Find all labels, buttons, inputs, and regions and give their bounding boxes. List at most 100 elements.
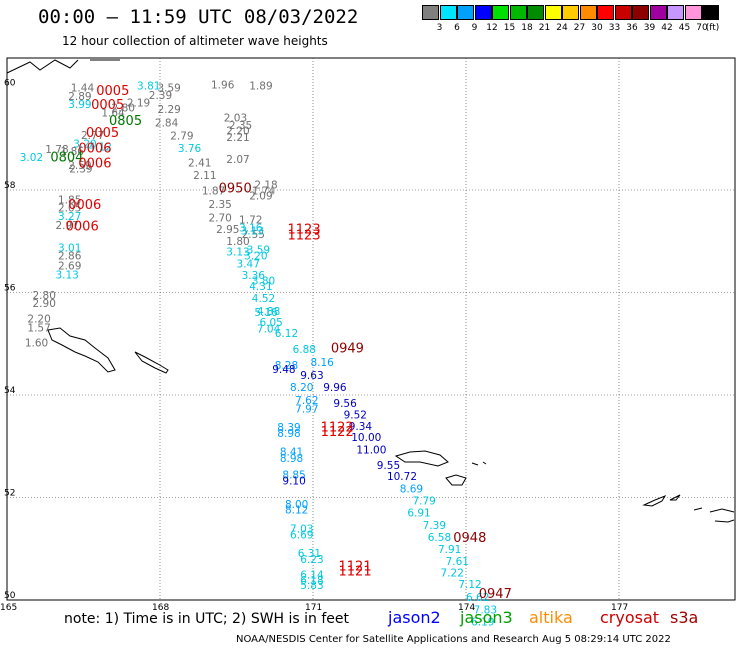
x-tick-label: 174 xyxy=(458,603,475,613)
pass-time-labels: 0005000508050005000608040006095000060006… xyxy=(50,84,511,602)
wave-height-point: 8.00 xyxy=(285,499,308,511)
legend-swatch xyxy=(439,5,457,20)
grid-lines xyxy=(7,58,735,600)
pass-time-label: 1121 xyxy=(339,564,372,579)
semichi-islands xyxy=(471,461,487,466)
wave-height-point: 6.12 xyxy=(275,328,298,340)
pass-time-label: 0006 xyxy=(78,142,111,157)
x-tick-label: 165 xyxy=(0,603,17,613)
legend-unit: (ft) xyxy=(705,23,720,33)
legend-label: 30 xyxy=(591,23,603,33)
wave-height-point: 2.35 xyxy=(229,120,252,132)
legend-label: 70 xyxy=(696,23,708,33)
wave-height-point: 11.00 xyxy=(356,444,386,456)
legend-label: 18 xyxy=(521,23,533,33)
legend-label: 15 xyxy=(503,23,516,33)
legend-swatch xyxy=(509,5,527,20)
wave-height-point: 8.85 xyxy=(282,470,305,482)
wave-height-point: 2.11 xyxy=(193,170,216,182)
wave-height-point: 8.16 xyxy=(310,357,334,369)
wave-height-point: 10.00 xyxy=(351,432,381,444)
pass-time-label: 0950 xyxy=(219,182,252,197)
bering-island xyxy=(47,327,116,373)
wave-height-point: 2.89 xyxy=(68,91,91,103)
wave-height-point: 2.77 xyxy=(81,130,104,142)
wave-height-point: 9.34 xyxy=(349,421,373,433)
pass-time-label: 0948 xyxy=(453,531,486,546)
wave-height-point: 2.80 xyxy=(33,290,56,302)
wave-height-point: 7.79 xyxy=(412,496,435,508)
wave-height-point: 6.58 xyxy=(428,532,451,544)
wave-height-point: 8.98 xyxy=(280,453,303,465)
wave-height-point: 7.97 xyxy=(295,403,318,415)
pass-time-label: 0804 xyxy=(50,150,83,165)
pass-time-label: 0005 xyxy=(91,98,124,113)
y-tick-label: 50 xyxy=(4,591,16,601)
legend-swatch xyxy=(649,5,667,20)
legend-label: 33 xyxy=(608,23,621,33)
wave-height-point: 3.16 xyxy=(239,223,263,235)
legend-swatch xyxy=(474,5,492,20)
wave-height-point: 9.56 xyxy=(333,398,357,410)
pass-time-label: 0006 xyxy=(78,156,111,171)
wave-height-point: 2.69 xyxy=(58,260,81,272)
wave-height-point: 3.47 xyxy=(237,258,260,270)
pass-time-label: 0805 xyxy=(109,114,142,129)
wave-height-point: 3.59 xyxy=(157,83,180,95)
wave-height-point: 7.22 xyxy=(441,567,464,579)
wave-height-point: 2.35 xyxy=(208,199,231,211)
wave-height-point: 10.72 xyxy=(387,471,417,483)
wave-height-point: 8.20 xyxy=(290,382,313,394)
wave-height-point: 3.01 xyxy=(58,243,81,255)
legend-swatch xyxy=(667,5,684,20)
wave-height-point: 9.10 xyxy=(282,476,305,488)
wave-height-point: 3.20 xyxy=(244,251,267,263)
wave-height-point: 8.12 xyxy=(285,504,308,516)
legend-label: 12 xyxy=(486,23,498,33)
wave-height-point: 2.70 xyxy=(208,212,231,224)
wave-height-point: 3.27 xyxy=(58,211,81,223)
wave-height-point: 6.88 xyxy=(293,344,316,356)
wave-height-point: 1.57 xyxy=(27,322,50,334)
wave-height-point: 1.60 xyxy=(25,337,48,349)
wave-height-point: 2.07 xyxy=(226,154,249,166)
wave-height-point: 6.91 xyxy=(407,507,430,519)
legend-swatch xyxy=(527,5,544,20)
y-tick-label: 54 xyxy=(4,386,16,396)
wave-height-point: 3.13 xyxy=(241,226,264,238)
legend-label: 27 xyxy=(573,23,586,33)
wave-height-point: 6.18 xyxy=(300,575,323,587)
legend-swatch xyxy=(579,5,597,20)
pass-time-label: 0947 xyxy=(479,587,512,602)
legend-label: 36 xyxy=(626,23,638,33)
pass-time-label: 0005 xyxy=(86,126,119,141)
legend-label: 39 xyxy=(643,23,656,33)
wave-height-point: 2.21 xyxy=(226,132,249,144)
wave-height-point: 5.16 xyxy=(254,307,278,319)
pass-time-label: 1122 xyxy=(321,425,354,440)
wave-height-point: 1.78 xyxy=(45,144,68,156)
coastlines xyxy=(6,59,735,523)
wave-height-point: 9.96 xyxy=(323,382,347,394)
wave-height-point: 2.29 xyxy=(157,104,180,116)
wave-height-point: 3.99 xyxy=(68,99,91,111)
sat-s3a: s3a xyxy=(670,608,699,627)
wave-height-point: 6.31 xyxy=(298,548,321,560)
pass-time-label: 1123 xyxy=(288,229,321,244)
wave-height-point: 2.80 xyxy=(112,103,135,115)
legend-label: 6 xyxy=(454,23,460,33)
wave-height-point: 1.64 xyxy=(101,108,125,120)
wave-height-point: 7.61 xyxy=(446,556,469,568)
wave-height-point: 5.83 xyxy=(300,580,323,592)
wave-height-point: 1.85 xyxy=(58,194,81,206)
wave-height-point: 3.13 xyxy=(55,270,78,282)
wave-height-point: 2.84 xyxy=(155,117,179,129)
wave-height-point: 7.39 xyxy=(423,520,446,532)
wave-height-point: 3.59 xyxy=(247,245,270,257)
y-tick-label: 52 xyxy=(4,489,15,499)
wave-height-point: 4.12 xyxy=(89,142,112,154)
wave-height-point: 1.44 xyxy=(71,83,95,95)
legend-swatch xyxy=(632,5,649,20)
wave-height-point: 2.20 xyxy=(226,126,249,138)
